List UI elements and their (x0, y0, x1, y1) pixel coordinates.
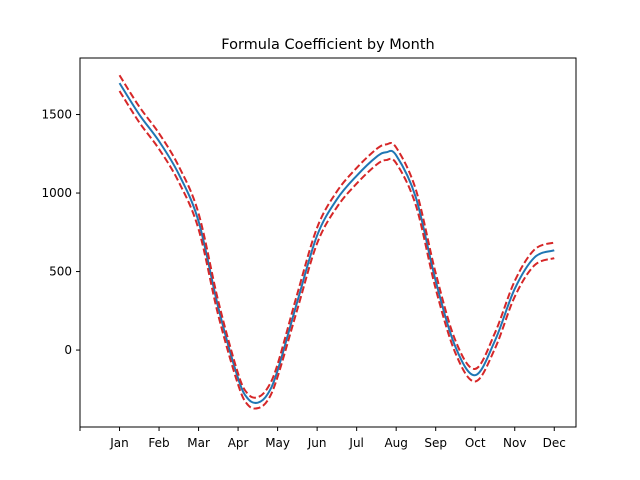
y-axis: 0 500 1000 1500 (41, 108, 80, 357)
x-tick-label-jun: Jun (307, 436, 327, 450)
y-tick-label: 1500 (41, 108, 72, 122)
y-tick-label: 500 (49, 265, 72, 279)
plot-frame (79, 57, 577, 428)
x-tick-label-jan: Jan (109, 436, 129, 450)
series-line-upper-bound (118, 74, 555, 399)
y-tick-label: 0 (64, 343, 72, 357)
x-tick-label-nov: Nov (503, 436, 526, 450)
x-tick-label-apr: Apr (228, 436, 249, 450)
x-axis: Jan Feb Mar Apr May Jun Jul Aug Sep Oct Nov Dec (79, 427, 566, 450)
series-line-main (118, 82, 555, 404)
x-tick-label-may: May (265, 436, 290, 450)
x-tick-label-jul: Jul (348, 436, 363, 450)
x-tick-label-sep: Sep (424, 436, 447, 450)
series-layer (118, 74, 555, 410)
y-tick-label: 1000 (41, 186, 72, 200)
x-tick-label-aug: Aug (384, 436, 407, 450)
x-tick-label-mar: Mar (187, 436, 210, 450)
series-line-lower-bound (118, 90, 555, 410)
x-tick-label-dec: Dec (543, 436, 566, 450)
chart-title: Formula Coefficient by Month (221, 37, 434, 53)
x-tick-label-oct: Oct (465, 436, 486, 450)
x-tick-label-feb: Feb (148, 436, 169, 450)
